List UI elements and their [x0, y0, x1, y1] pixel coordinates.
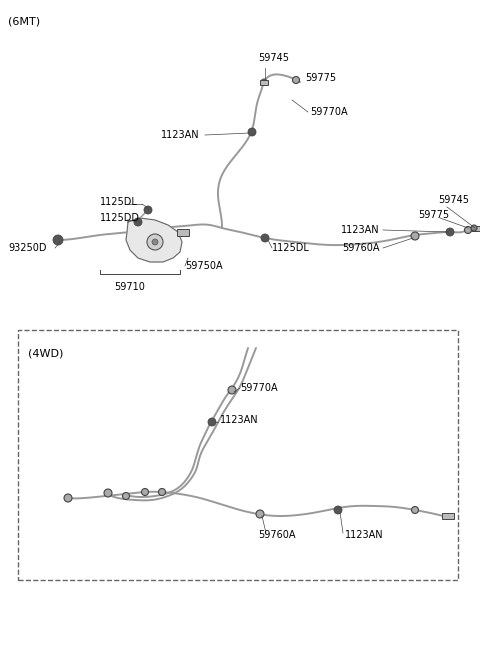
Circle shape [446, 228, 454, 236]
Circle shape [53, 235, 63, 245]
Circle shape [208, 418, 216, 426]
Text: 1123AN: 1123AN [345, 530, 384, 540]
Circle shape [411, 506, 419, 514]
Circle shape [144, 206, 152, 214]
Bar [177, 228, 189, 236]
Circle shape [147, 234, 163, 250]
Text: 1123AN: 1123AN [341, 225, 380, 235]
Text: 93250D: 93250D [8, 243, 47, 253]
Circle shape [471, 225, 477, 231]
Text: 1125DL: 1125DL [100, 197, 138, 207]
Text: 59750A: 59750A [185, 261, 223, 271]
Text: 1123AN: 1123AN [220, 415, 259, 425]
Text: 1123AN: 1123AN [161, 130, 200, 140]
Text: 59710: 59710 [115, 282, 145, 292]
Text: 59760A: 59760A [258, 530, 296, 540]
Circle shape [122, 493, 130, 499]
Text: 59775: 59775 [418, 210, 449, 220]
Circle shape [465, 226, 471, 234]
Text: 1125DL: 1125DL [272, 243, 310, 253]
Bar [442, 513, 454, 519]
Text: 1125DD: 1125DD [100, 213, 140, 223]
Circle shape [134, 218, 142, 226]
Circle shape [64, 494, 72, 502]
Circle shape [261, 79, 267, 85]
Text: 59770A: 59770A [310, 107, 348, 117]
Circle shape [292, 77, 300, 83]
Text: 59770A: 59770A [240, 383, 277, 393]
Circle shape [411, 232, 419, 240]
Circle shape [228, 386, 236, 394]
Circle shape [142, 489, 148, 495]
Text: 59775: 59775 [305, 73, 336, 83]
Text: (6MT): (6MT) [8, 16, 40, 26]
Circle shape [334, 506, 342, 514]
Bar [260, 79, 268, 85]
Circle shape [248, 128, 256, 136]
Circle shape [256, 510, 264, 518]
Polygon shape [126, 218, 182, 262]
Circle shape [152, 239, 158, 245]
Bar [471, 226, 480, 230]
Circle shape [104, 489, 112, 497]
Bar [18, 330, 458, 580]
Circle shape [261, 234, 269, 242]
Text: 59745: 59745 [258, 53, 289, 63]
Text: 59760A: 59760A [343, 243, 380, 253]
Text: (4WD): (4WD) [28, 348, 63, 358]
Circle shape [158, 489, 166, 495]
Text: 59745: 59745 [438, 195, 469, 205]
